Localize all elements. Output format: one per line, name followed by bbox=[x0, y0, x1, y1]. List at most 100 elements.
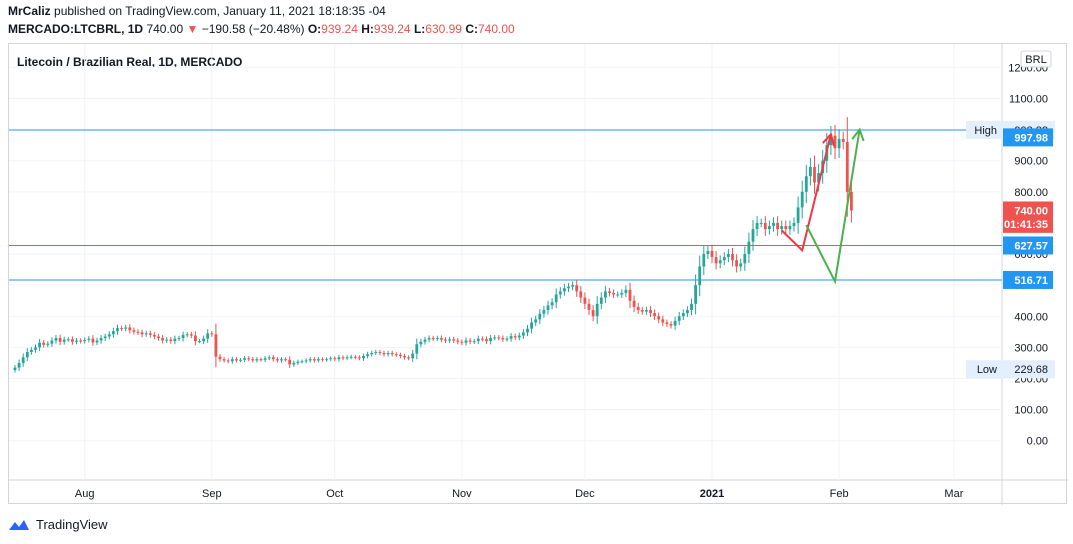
candle-body bbox=[337, 357, 341, 360]
candle-body bbox=[788, 226, 792, 230]
candle-body bbox=[325, 359, 328, 361]
price-label-value: 516.71 bbox=[1014, 275, 1048, 287]
candle-body bbox=[591, 310, 595, 317]
candle-body bbox=[468, 340, 472, 342]
candle-body bbox=[599, 297, 603, 304]
candle-body bbox=[230, 359, 234, 362]
footer-brand[interactable]: TradingView bbox=[8, 517, 108, 532]
candle-body bbox=[165, 339, 169, 341]
candle-body bbox=[21, 357, 25, 363]
candle-body bbox=[34, 347, 37, 350]
candle-body bbox=[185, 334, 189, 336]
price-tag-name: Low bbox=[977, 364, 997, 376]
candle-body bbox=[501, 338, 505, 340]
chart-title: Litecoin / Brazilian Real, 1D, MERCADO bbox=[17, 55, 242, 69]
candle-body bbox=[71, 339, 74, 342]
candle-body bbox=[247, 358, 251, 360]
candle-body bbox=[833, 135, 837, 149]
candle-body bbox=[140, 332, 144, 335]
candle-body bbox=[157, 336, 160, 339]
candle-body bbox=[444, 339, 447, 341]
candle-body bbox=[698, 266, 702, 286]
candle-body bbox=[735, 260, 738, 267]
candle-body bbox=[276, 359, 279, 361]
candle-body bbox=[440, 338, 443, 340]
candle-body bbox=[595, 303, 599, 317]
candle-body bbox=[271, 357, 275, 360]
candle-body bbox=[263, 358, 267, 360]
price-chart[interactable]: Litecoin / Brazilian Real, 1D, MERCADO 1… bbox=[9, 44, 1068, 505]
candle-body bbox=[267, 357, 271, 359]
candle-body bbox=[681, 313, 685, 317]
candle-body bbox=[755, 222, 759, 230]
candle-body bbox=[218, 356, 222, 360]
brand-name: TradingView bbox=[36, 517, 108, 532]
candle-body bbox=[731, 254, 734, 261]
candle-body bbox=[378, 352, 382, 354]
candle-body bbox=[714, 257, 718, 264]
candle-body bbox=[653, 313, 656, 317]
candle-body bbox=[181, 334, 185, 339]
candle-body bbox=[489, 338, 492, 342]
currency-badge[interactable]: BRL bbox=[1020, 50, 1052, 68]
candle-body bbox=[780, 226, 784, 230]
y-tick-label: 400.00 bbox=[1014, 311, 1048, 323]
candle-body bbox=[296, 361, 300, 363]
down-arrow-icon: ▼ bbox=[186, 22, 199, 36]
candle-body bbox=[686, 310, 689, 314]
candle-body bbox=[739, 263, 743, 267]
drawings[interactable] bbox=[781, 127, 865, 285]
ohlc-line: MERCADO:LTCBRL, 1D 740.00 ▼ −190.58 (−20… bbox=[8, 22, 515, 36]
candle-body bbox=[288, 359, 292, 365]
candle-body bbox=[636, 306, 640, 311]
candle-body bbox=[435, 338, 439, 340]
price-change: −190.58 (−20.48%) bbox=[201, 22, 305, 36]
price-label-value: 997.98 bbox=[1014, 132, 1048, 144]
green-arrowhead bbox=[851, 127, 865, 142]
time-axis[interactable]: Aug Sep Oct Nov Dec 2021 Feb Mar bbox=[75, 488, 964, 500]
candle-body bbox=[173, 338, 177, 342]
candle-body bbox=[58, 338, 62, 342]
candle-body bbox=[800, 191, 804, 208]
candle-body bbox=[850, 191, 853, 211]
candle-body bbox=[837, 138, 841, 149]
candle-body bbox=[362, 356, 365, 359]
candle-body bbox=[251, 359, 255, 361]
candle-body bbox=[62, 339, 66, 342]
candle-body bbox=[103, 336, 107, 339]
candle-body bbox=[189, 334, 193, 336]
candle-body bbox=[690, 303, 693, 311]
candle-body bbox=[809, 166, 812, 177]
candle-body bbox=[776, 222, 779, 230]
candle-body bbox=[349, 356, 353, 358]
candle-body bbox=[497, 337, 501, 339]
publish-line: MrCaliz published on TradingView.com, Ja… bbox=[8, 4, 386, 18]
candle-body bbox=[358, 357, 361, 359]
candle-body bbox=[645, 310, 648, 312]
candle-body bbox=[107, 334, 111, 337]
candle-body bbox=[136, 331, 140, 333]
candle-body bbox=[210, 333, 214, 335]
candle-body bbox=[112, 331, 115, 335]
candle-body bbox=[759, 222, 763, 224]
candle-body bbox=[554, 294, 558, 303]
candle-body bbox=[649, 310, 652, 314]
candle-body bbox=[386, 352, 390, 355]
candle-body bbox=[222, 359, 226, 361]
horizontal-levels[interactable] bbox=[9, 129, 1002, 281]
price-label-bg bbox=[1003, 236, 1053, 255]
candle-body bbox=[194, 335, 197, 342]
x-tick-label: Dec bbox=[575, 488, 595, 500]
candle-body bbox=[304, 360, 308, 362]
chart-panel[interactable]: Litecoin / Brazilian Real, 1D, MERCADO 1… bbox=[8, 43, 1068, 505]
y-tick-label: 1100.00 bbox=[1009, 93, 1048, 105]
candle-body bbox=[353, 356, 357, 358]
candle-body bbox=[214, 334, 218, 357]
candle-body bbox=[513, 336, 517, 338]
author-name[interactable]: MrCaliz bbox=[8, 4, 51, 18]
price-axis[interactable]: 1200.001100.00900.00800.00600.00500.0040… bbox=[1008, 62, 1048, 447]
candle-body bbox=[42, 342, 46, 345]
candle-body bbox=[579, 291, 583, 298]
candle-body bbox=[796, 207, 800, 223]
candle-body bbox=[411, 353, 415, 359]
